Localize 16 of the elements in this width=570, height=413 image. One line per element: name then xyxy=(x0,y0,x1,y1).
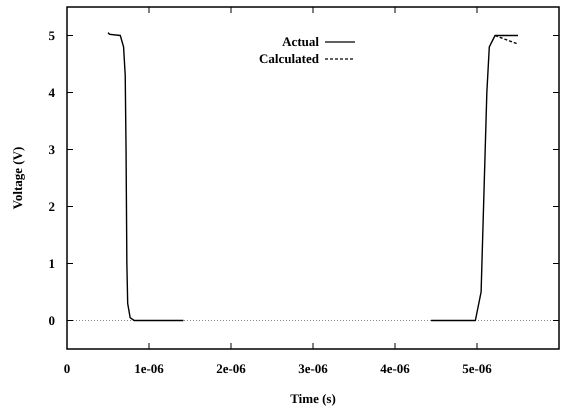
y-axis-title: Voltage (V) xyxy=(10,146,25,210)
y-tick-label: 3 xyxy=(48,142,56,158)
y-tick-label: 4 xyxy=(48,85,56,100)
legend-label: Calculated xyxy=(259,51,320,66)
y-tick-label: 5 xyxy=(48,28,56,44)
y-tick-label: 0 xyxy=(48,313,55,328)
x-tick-label: 0 xyxy=(64,361,70,376)
x-tick-label: 1e-06 xyxy=(134,361,164,376)
x-tick-label: 5e-06 xyxy=(462,361,492,376)
x-tick-label: 2e-06 xyxy=(216,361,246,376)
legend-label: Actual xyxy=(282,34,320,49)
x-tick-label: 3e-06 xyxy=(298,361,328,376)
x-tick-label: 4e-06 xyxy=(380,361,410,376)
x-axis-title: Time (s) xyxy=(290,391,336,406)
y-tick-label: 2 xyxy=(48,199,55,214)
y-tick-label: 1 xyxy=(48,256,55,272)
